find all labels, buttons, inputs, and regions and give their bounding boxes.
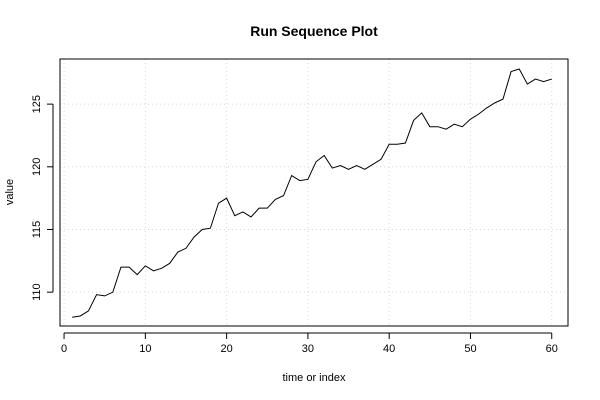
plot-frame	[59, 58, 569, 327]
x-tick-label: 20	[220, 343, 232, 355]
y-axis: 110 115 120 125	[31, 95, 54, 301]
x-axis: 0 10 20 30 40 50 60	[61, 332, 558, 355]
x-tick-label: 30	[302, 343, 314, 355]
y-tick-label: 110	[31, 283, 43, 301]
x-axis-label: time or index	[283, 372, 346, 384]
series-line	[72, 68, 552, 318]
x-tick-label: 60	[546, 343, 558, 355]
x-tick-label: 10	[139, 343, 151, 355]
y-tick-label: 115	[31, 221, 43, 239]
x-tick-label: 0	[61, 343, 67, 355]
x-tick-label: 50	[464, 343, 476, 355]
x-tick-label: 40	[383, 343, 395, 355]
grid-lines	[60, 59, 568, 326]
y-tick-label: 125	[31, 95, 43, 113]
y-tick-label: 120	[31, 158, 43, 176]
y-axis-label: value	[4, 179, 16, 205]
chart-title: Run Sequence Plot	[250, 23, 378, 39]
